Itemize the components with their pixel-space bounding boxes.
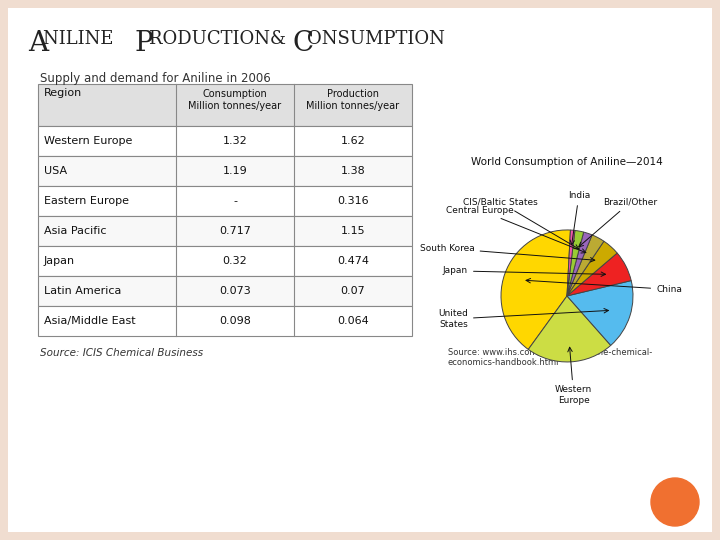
Text: Western Europe: Western Europe — [44, 136, 132, 146]
Text: Western
Europe: Western Europe — [555, 347, 593, 404]
FancyBboxPatch shape — [8, 8, 712, 532]
Wedge shape — [567, 231, 584, 296]
Text: Brazil/Other: Brazil/Other — [579, 198, 657, 247]
Text: ONSUMPTION: ONSUMPTION — [307, 30, 445, 48]
Text: 0.32: 0.32 — [222, 256, 248, 266]
Text: Source: ICIS Chemical Business: Source: ICIS Chemical Business — [40, 348, 203, 358]
Bar — [38, 156, 412, 186]
Text: -: - — [233, 196, 237, 206]
Text: 1.15: 1.15 — [341, 226, 365, 236]
Text: 0.07: 0.07 — [341, 286, 365, 296]
Text: CIS/Baltic States: CIS/Baltic States — [462, 198, 579, 249]
Text: Asia/Middle East: Asia/Middle East — [44, 316, 135, 326]
Bar — [38, 306, 412, 336]
Text: Consumption
Million tonnes/year: Consumption Million tonnes/year — [189, 89, 282, 111]
Text: China: China — [526, 279, 682, 294]
Wedge shape — [501, 230, 570, 349]
Text: USA: USA — [44, 166, 67, 176]
Text: 0.064: 0.064 — [337, 316, 369, 326]
Text: 0.098: 0.098 — [219, 316, 251, 326]
Text: United
States: United States — [438, 308, 608, 329]
Text: Supply and demand for Aniline in 2006: Supply and demand for Aniline in 2006 — [40, 72, 271, 85]
Text: RODUCTION: RODUCTION — [149, 30, 276, 48]
Wedge shape — [567, 235, 604, 296]
Text: Japan: Japan — [44, 256, 75, 266]
Text: Latin America: Latin America — [44, 286, 122, 296]
Wedge shape — [567, 253, 631, 296]
Bar — [38, 246, 412, 276]
Wedge shape — [528, 296, 611, 362]
Text: Japan: Japan — [443, 266, 606, 276]
Text: 0.474: 0.474 — [337, 256, 369, 266]
Circle shape — [651, 478, 699, 526]
Text: 1.32: 1.32 — [222, 136, 248, 146]
Text: South Korea: South Korea — [420, 244, 595, 262]
Text: India: India — [568, 191, 590, 245]
Text: A: A — [28, 30, 48, 57]
Text: NILINE: NILINE — [43, 30, 120, 48]
Wedge shape — [567, 230, 575, 296]
Text: Source: www.ihs.com/products/aniline-chemical-
economics-handbook.html: Source: www.ihs.com/products/aniline-che… — [448, 348, 652, 367]
Text: &: & — [270, 30, 292, 48]
Text: Eastern Europe: Eastern Europe — [44, 196, 129, 206]
Text: 1.62: 1.62 — [341, 136, 365, 146]
Title: World Consumption of Aniline—2014: World Consumption of Aniline—2014 — [471, 157, 663, 167]
Text: 1.38: 1.38 — [341, 166, 365, 176]
Text: Production
Million tonnes/year: Production Million tonnes/year — [307, 89, 400, 111]
Text: Region: Region — [44, 88, 82, 98]
Text: 0.316: 0.316 — [337, 196, 369, 206]
Wedge shape — [567, 241, 617, 296]
Text: Central Europe: Central Europe — [446, 206, 586, 253]
Bar — [38, 84, 412, 126]
Text: C: C — [292, 30, 313, 57]
Text: P: P — [134, 30, 153, 57]
Text: 0.073: 0.073 — [219, 286, 251, 296]
Bar — [38, 126, 412, 156]
Bar — [38, 216, 412, 246]
Text: Asia Pacific: Asia Pacific — [44, 226, 107, 236]
Wedge shape — [567, 232, 592, 296]
Bar — [38, 186, 412, 216]
Text: 0.717: 0.717 — [219, 226, 251, 236]
Text: 1.19: 1.19 — [222, 166, 248, 176]
Bar — [38, 276, 412, 306]
Wedge shape — [567, 281, 633, 346]
